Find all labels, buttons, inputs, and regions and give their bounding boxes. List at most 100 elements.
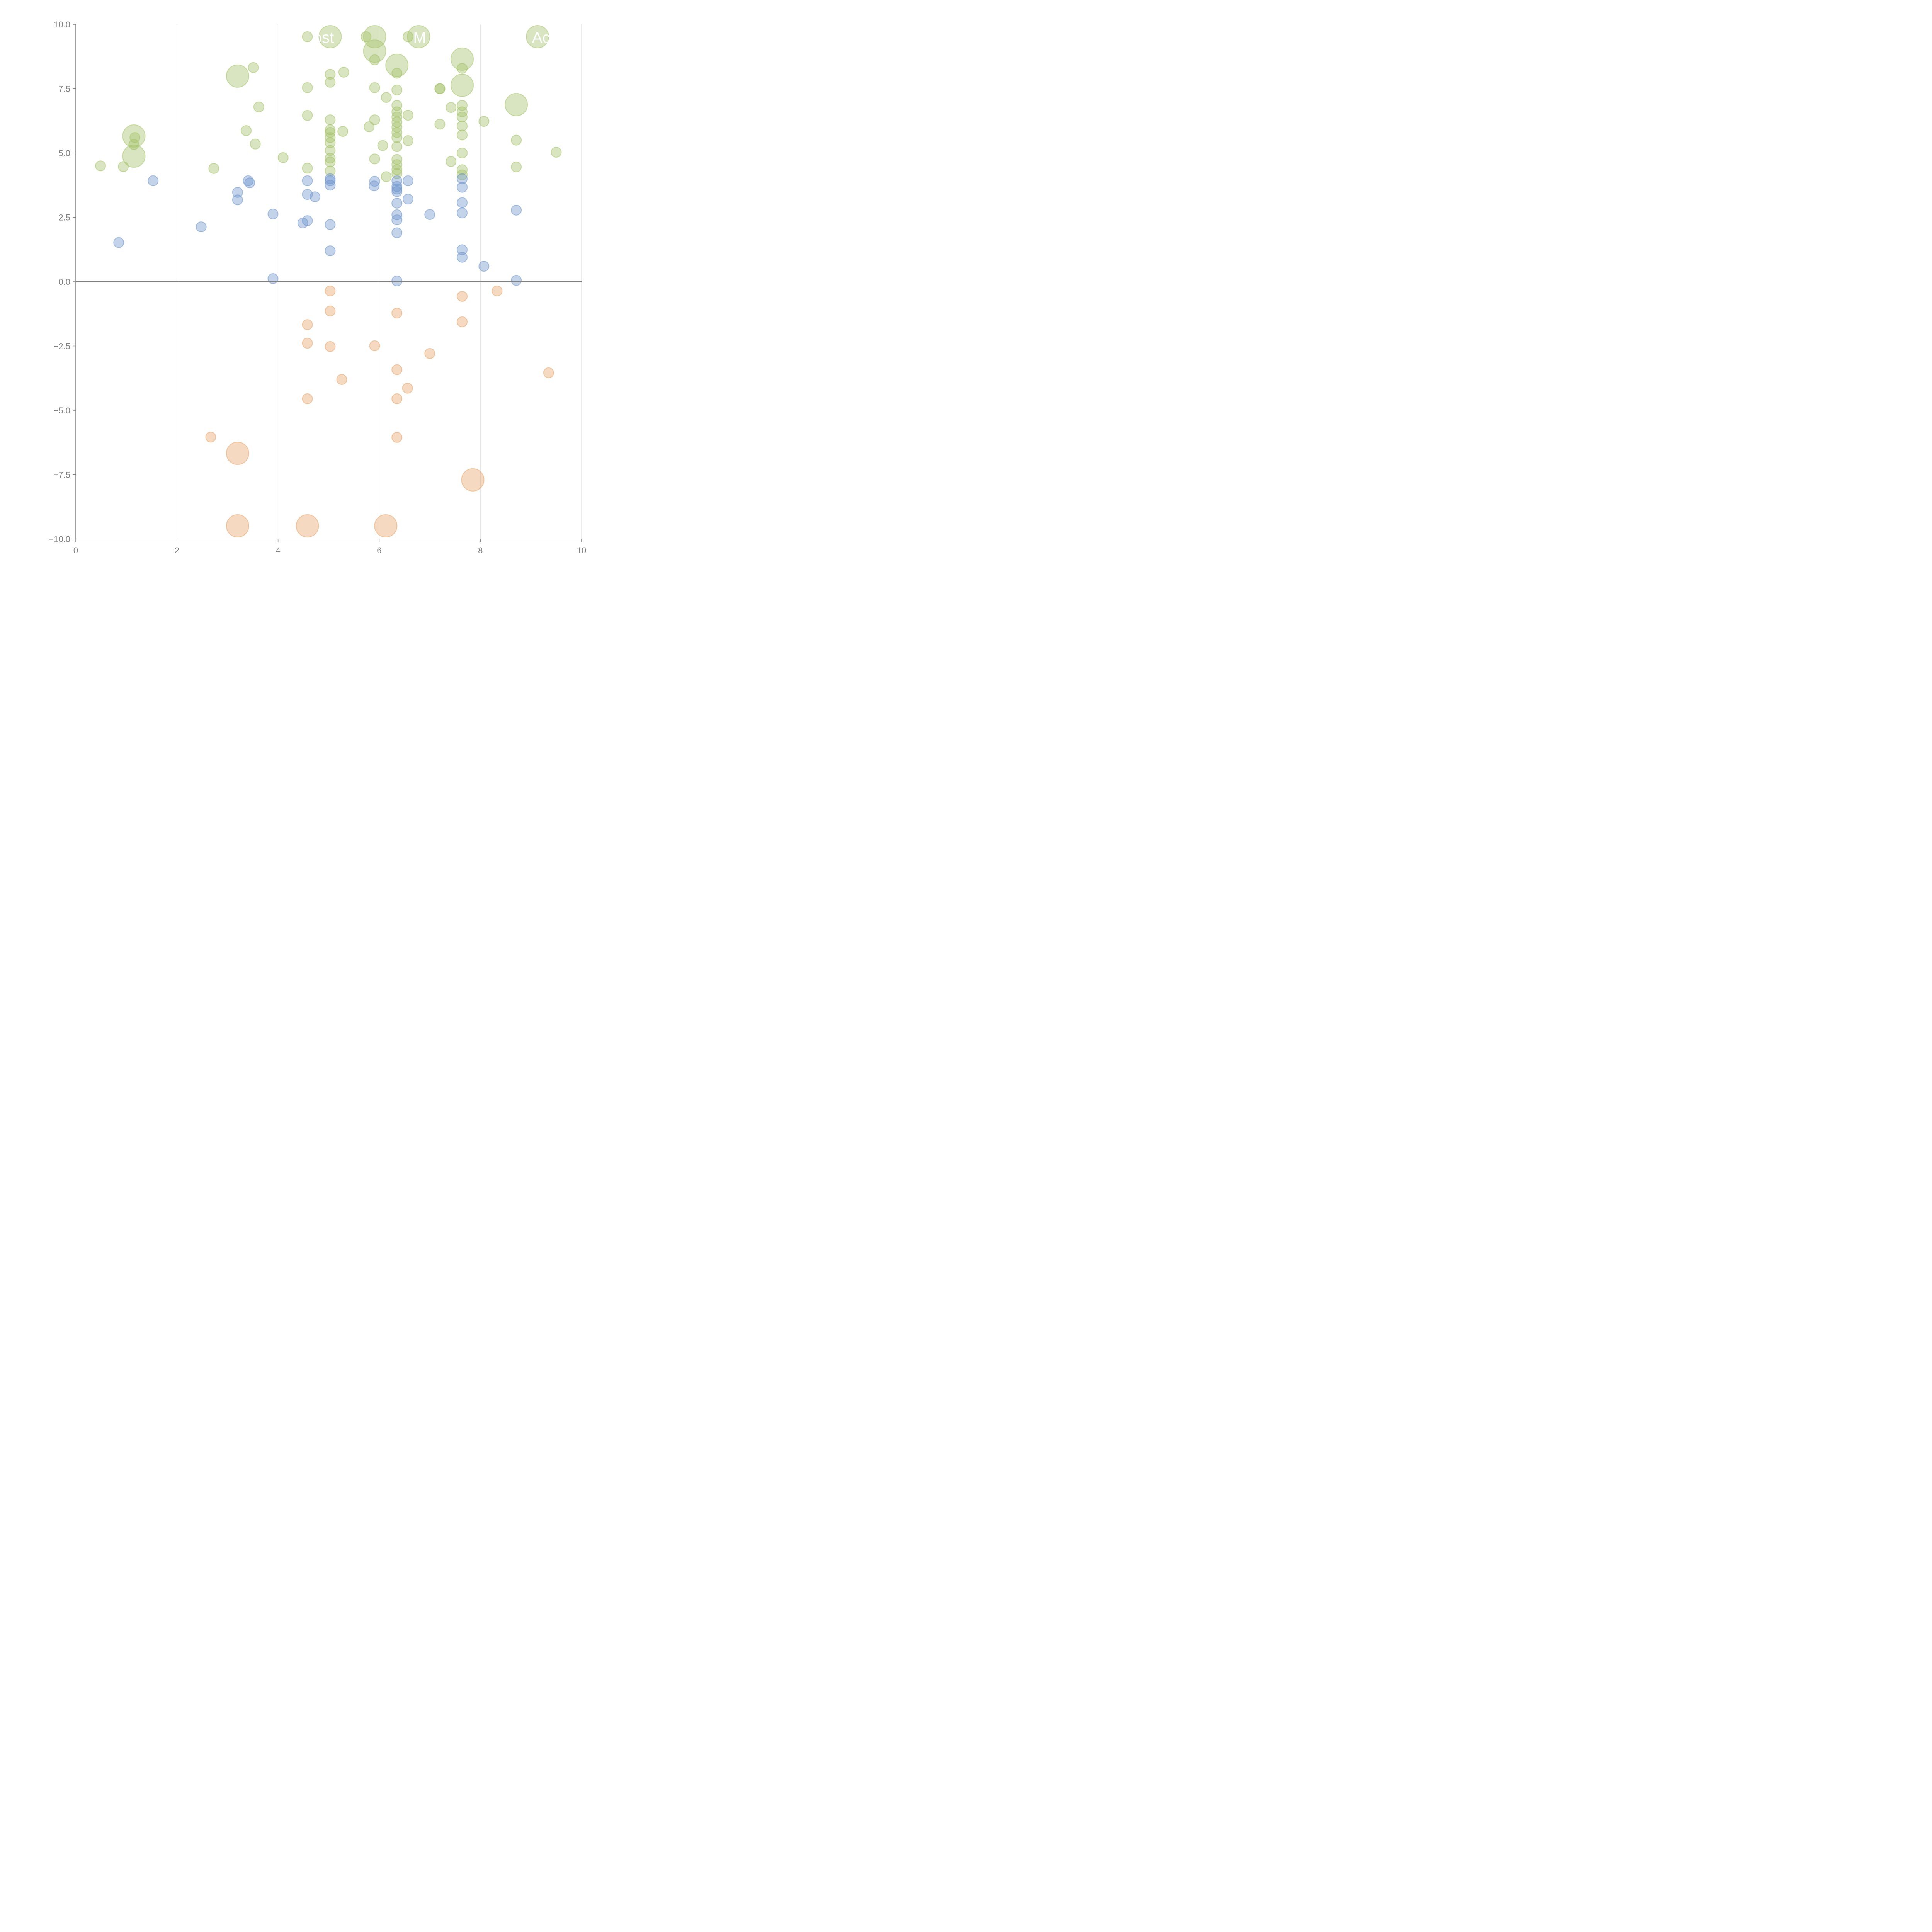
data-point-green xyxy=(253,101,264,112)
y-tick-label: 2.5 xyxy=(58,213,70,223)
data-point-orange xyxy=(302,393,313,405)
data-point-green xyxy=(551,147,562,158)
data-point-green xyxy=(526,25,549,48)
data-point-blue xyxy=(325,175,336,186)
y-tick-label: 5.0 xyxy=(58,148,70,158)
x-tick-label: 4 xyxy=(276,546,280,555)
data-point-green xyxy=(364,121,375,133)
data-point-blue xyxy=(325,180,336,191)
data-point-green xyxy=(325,69,336,80)
data-point-blue xyxy=(391,175,403,186)
data-point-green xyxy=(337,126,349,137)
data-point-orange xyxy=(369,340,380,351)
y-ticks: −10.0 −7.5 −5.0 −2.5 0.0 2.5 5.0 7.5 10.0 xyxy=(49,20,76,544)
data-point-green xyxy=(511,134,522,146)
data-point-green xyxy=(369,54,380,65)
y-tick-label: −5.0 xyxy=(54,406,70,415)
y-tick-label: 0.0 xyxy=(58,277,70,287)
data-point-blue xyxy=(148,175,159,186)
data-point-green xyxy=(391,141,403,152)
data-point-green xyxy=(325,77,336,88)
data-point-green xyxy=(338,66,349,78)
data-point-green xyxy=(325,145,336,156)
data-point-blue xyxy=(457,252,468,263)
data-point-orange xyxy=(391,364,403,375)
data-point-blue xyxy=(424,209,435,220)
data-point-blue xyxy=(457,182,468,193)
data-point-green xyxy=(391,68,403,79)
data-point-blue xyxy=(391,184,403,195)
data-point-green xyxy=(457,111,468,122)
x-tick-label: 6 xyxy=(377,546,381,555)
series-green xyxy=(95,25,562,182)
data-point-green xyxy=(248,62,259,73)
y-tick-label: −7.5 xyxy=(54,470,70,480)
data-point-green xyxy=(208,163,219,174)
scatter-chart: 0 2 4 6 8 10 −10.0 −7.5 −5.0 −2.5 0.0 2.5 5.0 7.5 10.… xyxy=(49,20,586,555)
data-point-orange xyxy=(391,432,403,443)
data-point-green xyxy=(446,102,457,113)
data-point-orange xyxy=(457,291,468,302)
y-tick-label: −10.0 xyxy=(49,534,70,544)
data-point-green xyxy=(363,39,386,63)
series-blue xyxy=(113,173,522,287)
data-point-green xyxy=(434,119,446,130)
data-point-green xyxy=(122,124,146,148)
data-point-green xyxy=(451,73,474,97)
data-point-orange xyxy=(205,432,216,443)
data-point-green xyxy=(391,84,403,95)
data-point-blue xyxy=(244,177,255,189)
data-point-blue xyxy=(457,197,468,208)
data-point-green xyxy=(302,163,313,174)
data-point-green xyxy=(457,121,468,132)
data-point-green xyxy=(95,160,106,172)
data-point-orange xyxy=(325,305,336,316)
data-point-green xyxy=(385,53,409,77)
data-point-green xyxy=(325,153,336,164)
data-point-orange xyxy=(302,338,313,349)
data-point-blue xyxy=(457,173,468,184)
data-point-green xyxy=(277,152,289,163)
data-point-green xyxy=(457,148,468,158)
x-ticks: 0 2 4 6 8 10 xyxy=(73,539,586,555)
data-point-green xyxy=(369,82,380,93)
data-point-green xyxy=(325,156,336,168)
overlay-label: ost xyxy=(313,29,334,46)
y-tick-label: −2.5 xyxy=(54,342,70,351)
data-point-green xyxy=(391,164,403,175)
data-point-blue xyxy=(325,245,336,257)
data-point-green xyxy=(478,116,490,127)
data-point-orange xyxy=(402,383,413,394)
x-tick-label: 0 xyxy=(73,546,78,555)
y-tick-label: 10.0 xyxy=(54,20,70,29)
data-point-orange xyxy=(226,514,249,538)
data-point-green xyxy=(381,171,392,182)
data-point-blue xyxy=(457,244,468,255)
data-point-blue xyxy=(457,207,468,219)
data-point-green xyxy=(407,25,430,48)
data-point-orange xyxy=(374,514,398,538)
data-point-blue xyxy=(403,175,414,186)
y-tick-label: 7.5 xyxy=(58,84,70,94)
data-point-blue xyxy=(391,214,403,226)
data-point-green xyxy=(369,153,380,165)
data-points xyxy=(95,25,562,538)
data-point-green xyxy=(302,82,313,93)
data-point-green xyxy=(226,64,249,88)
data-point-blue xyxy=(310,191,321,202)
data-point-orange xyxy=(302,319,313,330)
data-point-green xyxy=(511,161,522,172)
data-point-orange xyxy=(391,393,403,405)
data-point-blue xyxy=(325,219,336,230)
data-point-green xyxy=(446,156,457,167)
data-point-blue xyxy=(302,215,313,226)
data-point-blue xyxy=(403,194,414,205)
data-point-orange xyxy=(461,468,485,492)
data-point-orange xyxy=(457,316,468,327)
data-point-green xyxy=(403,31,414,42)
data-point-green xyxy=(302,110,313,121)
data-point-green xyxy=(302,31,313,42)
data-point-blue xyxy=(391,276,403,287)
data-point-green xyxy=(505,93,528,116)
data-point-blue xyxy=(232,187,243,198)
